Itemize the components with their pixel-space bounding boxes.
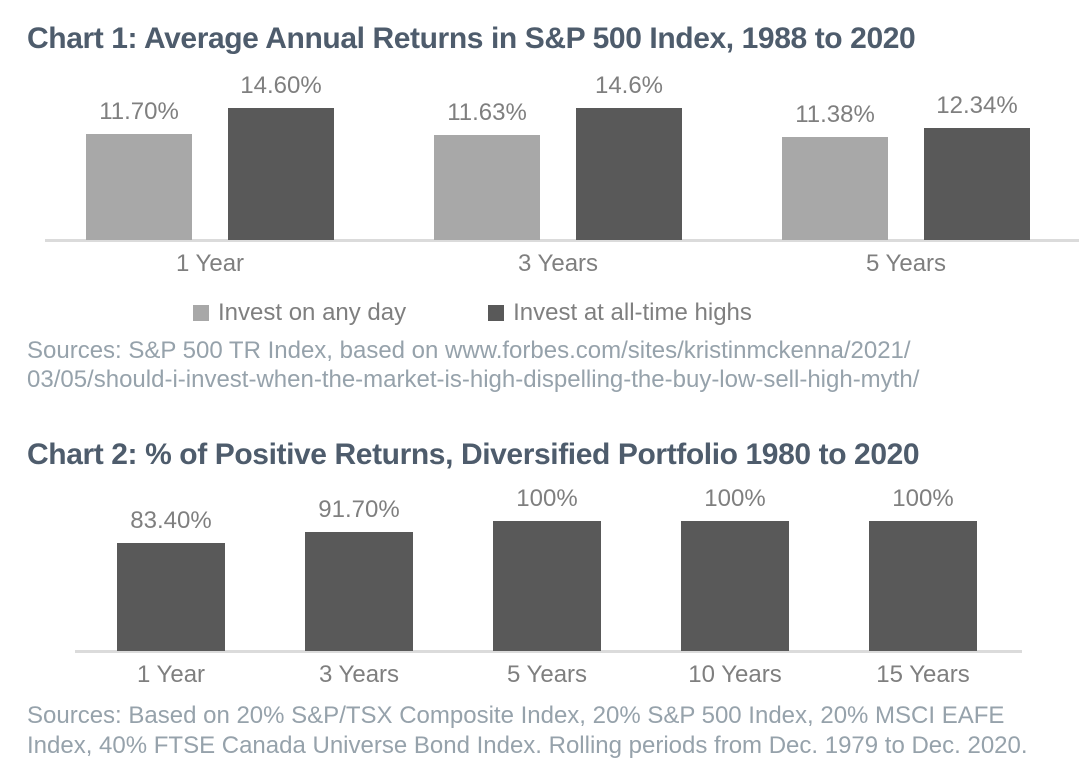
legend-item: Invest at all-time highs (488, 299, 752, 327)
bar-cell: 14.6% (576, 73, 682, 240)
chart1-x-axis-line (45, 239, 1079, 242)
legend-item: Invest on any day (193, 299, 406, 327)
category-label-1-year: 1 Year (136, 661, 206, 688)
bar-value-label: 11.70% (99, 97, 179, 125)
bar-group-5-years: 11.38% 12.34% (782, 93, 1030, 240)
chart1-category-labels: 1 Year 3 Years 5 Years (86, 250, 1030, 278)
bar-value-label: 83.40% (130, 506, 212, 534)
bar-1-year (86, 134, 192, 240)
bar-cell: 100% (869, 486, 977, 651)
chart1-plot-area: 11.70% 14.60% 11.63% 14.6% 11.38% 12.34% (0, 60, 1088, 242)
bar-value-label: 100% (704, 484, 766, 512)
bar-cell: 14.60% (228, 73, 334, 240)
bar-1-year (228, 108, 334, 240)
chart2-sources-line2: Index, 40% FTSE Canada Universe Bond Ind… (27, 732, 1028, 759)
legend-label: Invest on any day (218, 299, 407, 326)
chart2-plot-area: 83.40% 91.70% 100% 100% 100% (0, 485, 1088, 653)
category-label-10-years: 10 Years (688, 661, 782, 688)
chart1-title: Chart 1: Average Annual Returns in S&P 5… (27, 22, 916, 55)
chart2-x-axis-line (75, 650, 1022, 653)
category-label-3-years: 3 Years (517, 250, 599, 277)
bar-group-3-years: 91.70% (305, 497, 413, 651)
chart1-sources: Sources: S&P 500 TR Index, based on www.… (27, 336, 919, 394)
bar-cell: 83.40% (117, 508, 225, 651)
chart2-category-labels: 1 Year 3 Years 5 Years 10 Years 15 Years (117, 661, 977, 689)
bar-group-1-year: 83.40% (117, 508, 225, 651)
bar-value-label: 91.70% (318, 495, 400, 523)
bar-3-years (434, 135, 540, 240)
bar-group-5-years: 100% (493, 486, 601, 651)
bar-10-years (681, 521, 789, 651)
bar-group-15-years: 100% (869, 486, 977, 651)
bar-value-label: 11.38% (795, 100, 875, 128)
bar-value-label: 11.63% (447, 98, 527, 126)
chart1-sources-line2: 03/05/should-i-invest-when-the-market-is… (27, 366, 920, 393)
bar-value-label: 100% (892, 484, 954, 512)
bar-group-1-year: 11.70% 14.60% (86, 73, 334, 240)
bar-cell: 91.70% (305, 497, 413, 651)
legend-swatch-icon (193, 305, 209, 321)
bar-group-3-years: 11.63% 14.6% (434, 73, 682, 240)
legend-swatch-icon (488, 305, 505, 321)
bar-3-years (305, 532, 413, 651)
category-label-15-years: 15 Years (876, 661, 970, 688)
bar-5-years (493, 521, 601, 651)
legend-label: Invest at all-time highs (513, 299, 752, 326)
bar-cell: 11.63% (434, 100, 540, 240)
bar-cell: 100% (493, 486, 601, 651)
bar-value-label: 14.6% (594, 71, 664, 99)
bar-cell: 12.34% (924, 93, 1030, 240)
bar-value-label: 100% (516, 484, 578, 512)
bar-5-years (782, 137, 888, 240)
bar-value-label: 12.34% (936, 91, 1018, 119)
bar-group-10-years: 100% (681, 486, 789, 651)
chart2-title: Chart 2: % of Positive Returns, Diversif… (27, 438, 920, 471)
chart1-sources-line1: Sources: S&P 500 TR Index, based on www.… (27, 337, 911, 364)
bar-15-years (869, 521, 977, 651)
bar-1-year (117, 543, 225, 651)
chart2-sources: Sources: Based on 20% S&P/TSX Composite … (27, 701, 1028, 761)
bar-cell: 100% (681, 486, 789, 651)
bar-value-label: 14.60% (240, 71, 322, 99)
category-label-5-years: 5 Years (506, 661, 588, 688)
bar-3-years (576, 108, 682, 240)
bar-5-years (924, 128, 1030, 240)
chart1-bars: 11.70% 14.60% 11.63% 14.6% 11.38% 12.34% (86, 73, 1030, 240)
chart2-sources-line1: Sources: Based on 20% S&P/TSX Composite … (27, 702, 1005, 729)
chart1-legend: Invest on any day Invest at all-time high… (193, 299, 752, 327)
bar-cell: 11.38% (782, 102, 888, 240)
category-label-3-years: 3 Years (318, 661, 400, 688)
category-label-5-years: 5 Years (865, 250, 947, 277)
bar-cell: 11.70% (86, 99, 192, 240)
category-label-1-year: 1 Year (175, 250, 245, 277)
chart2-bars: 83.40% 91.70% 100% 100% 100% (117, 486, 977, 651)
